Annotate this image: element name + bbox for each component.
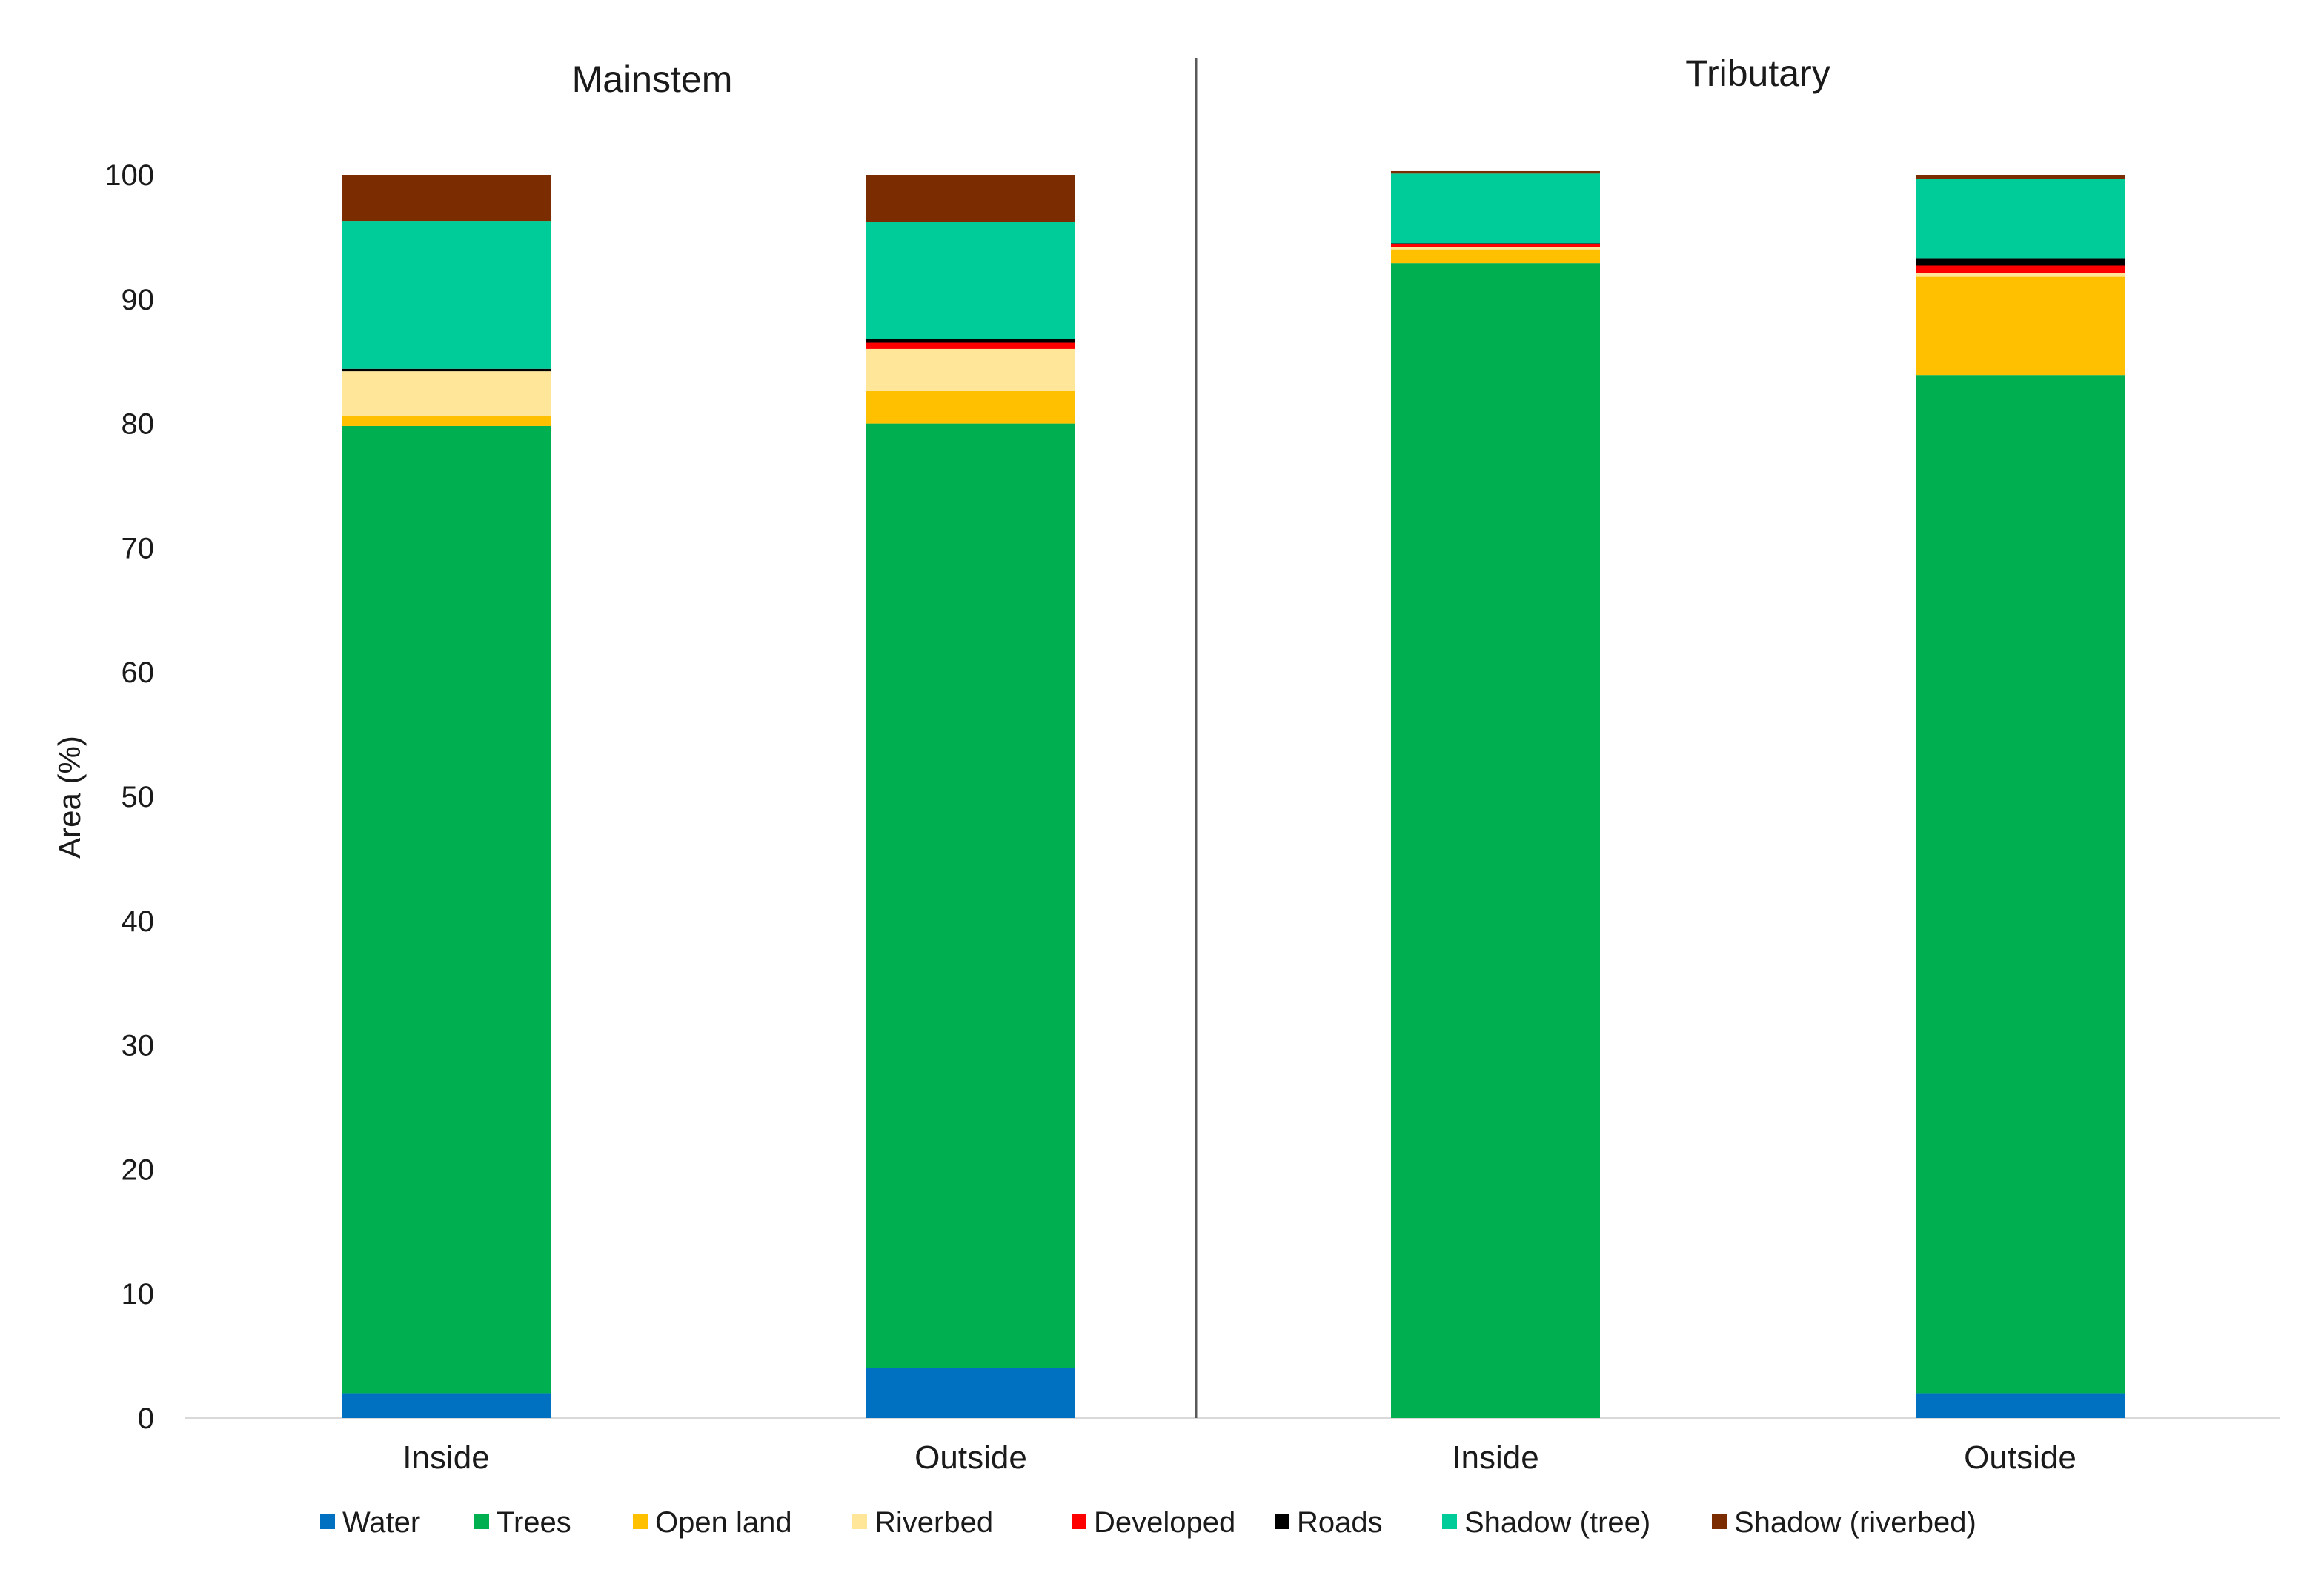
category-label-tributary-outside: Outside	[1964, 1439, 2076, 1476]
bar-segment-tributary-outside-shadow-tree	[1916, 179, 2125, 259]
bar-segment-tributary-inside-shadow-tree	[1391, 173, 1600, 244]
legend-label-shadow-tree: Shadow (tree)	[1464, 1506, 1650, 1539]
legend-swatch-open-land	[633, 1514, 648, 1529]
bar-segment-mainstem-outside-roads	[866, 339, 1075, 343]
bar-segment-mainstem-outside-shadow-tree	[866, 222, 1075, 339]
bar-segment-tributary-inside-open-land	[1391, 249, 1600, 264]
legend: Water Trees Open land Riverbed Developed Road…	[320, 1506, 1976, 1539]
y-tick-label: 0	[138, 1402, 154, 1435]
panel-title-tributary: Tributary	[1685, 53, 1830, 94]
y-tick-label: 70	[122, 532, 155, 565]
bar-segment-tributary-inside-riverbed	[1391, 247, 1600, 250]
bar-segment-tributary-outside-trees	[1916, 375, 2125, 1394]
y-tick-label: 90	[122, 284, 155, 316]
y-tick-label: 60	[122, 656, 155, 689]
bar-segment-tributary-outside-water	[1916, 1393, 2125, 1418]
legend-swatch-riverbed	[852, 1514, 867, 1529]
legend-swatch-developed	[1072, 1514, 1086, 1529]
category-label-tributary-inside: Inside	[1452, 1439, 1538, 1476]
legend-label-trees: Trees	[497, 1506, 571, 1539]
y-tick-label: 30	[122, 1030, 155, 1062]
y-tick-label: 100	[104, 159, 154, 192]
y-tick-label: 80	[122, 408, 155, 441]
bar-segment-mainstem-outside-open-land	[866, 390, 1075, 424]
bar-segment-mainstem-inside-roads	[342, 368, 551, 372]
legend-swatch-water	[320, 1514, 335, 1529]
legend-label-open-land: Open land	[655, 1506, 792, 1539]
bar-segment-mainstem-inside-open-land	[342, 416, 551, 426]
category-label-mainstem-outside: Outside	[914, 1439, 1027, 1476]
legend-swatch-trees	[474, 1514, 489, 1529]
bar-segment-mainstem-outside-developed	[866, 342, 1075, 349]
y-axis-label: Area (%)	[52, 736, 87, 859]
bar-segment-tributary-outside-shadow-riverbed	[1916, 175, 2125, 179]
category-label-mainstem-inside: Inside	[402, 1439, 489, 1476]
legend-swatch-roads	[1275, 1514, 1289, 1529]
bar-segment-mainstem-inside-shadow-riverbed	[342, 175, 551, 222]
bar-segment-mainstem-inside-riverbed	[342, 371, 551, 416]
bar-segment-tributary-outside-riverbed	[1916, 273, 2125, 277]
y-tick-label: 40	[122, 905, 155, 938]
bar-segment-tributary-inside-trees	[1391, 263, 1600, 1419]
y-tick-label: 10	[122, 1278, 155, 1311]
bar-segment-tributary-inside-developed	[1391, 244, 1600, 247]
bar-segment-tributary-outside-open-land	[1916, 276, 2125, 376]
legend-label-roads: Roads	[1297, 1506, 1383, 1539]
legend-swatch-shadow-tree	[1442, 1514, 1457, 1529]
legend-label-water: Water	[342, 1506, 420, 1539]
bar-segment-tributary-outside-roads	[1916, 258, 2125, 266]
x-axis-category-labels: Inside Outside Inside Outside	[402, 1439, 2076, 1476]
bar-segment-mainstem-inside-trees	[342, 425, 551, 1394]
y-axis-ticks: 0 10 20 30 40 50 60 70 80 90 100	[104, 159, 154, 1435]
y-tick-label: 50	[122, 781, 155, 813]
bar-segment-mainstem-inside-water	[342, 1393, 551, 1418]
bars	[342, 170, 2125, 1419]
y-tick-label: 20	[122, 1154, 155, 1186]
panel-title-mainstem: Mainstem	[572, 59, 733, 100]
bar-segment-mainstem-outside-riverbed	[866, 348, 1075, 391]
bar-segment-tributary-outside-developed	[1916, 265, 2125, 273]
bar-segment-mainstem-outside-trees	[866, 423, 1075, 1368]
legend-label-developed: Developed	[1094, 1506, 1235, 1539]
bar-segment-mainstem-outside-shadow-riverbed	[866, 175, 1075, 222]
bar-segment-tributary-inside-shadow-riverbed	[1391, 170, 1600, 174]
legend-swatch-shadow-riverbed	[1712, 1514, 1727, 1529]
bar-segment-mainstem-outside-water	[866, 1368, 1075, 1418]
bar-segment-mainstem-inside-shadow-tree	[342, 221, 551, 369]
legend-label-riverbed: Riverbed	[874, 1506, 993, 1539]
bar-segment-tributary-inside-roads	[1391, 243, 1600, 244]
legend-label-shadow-riverbed: Shadow (riverbed)	[1734, 1506, 1976, 1539]
